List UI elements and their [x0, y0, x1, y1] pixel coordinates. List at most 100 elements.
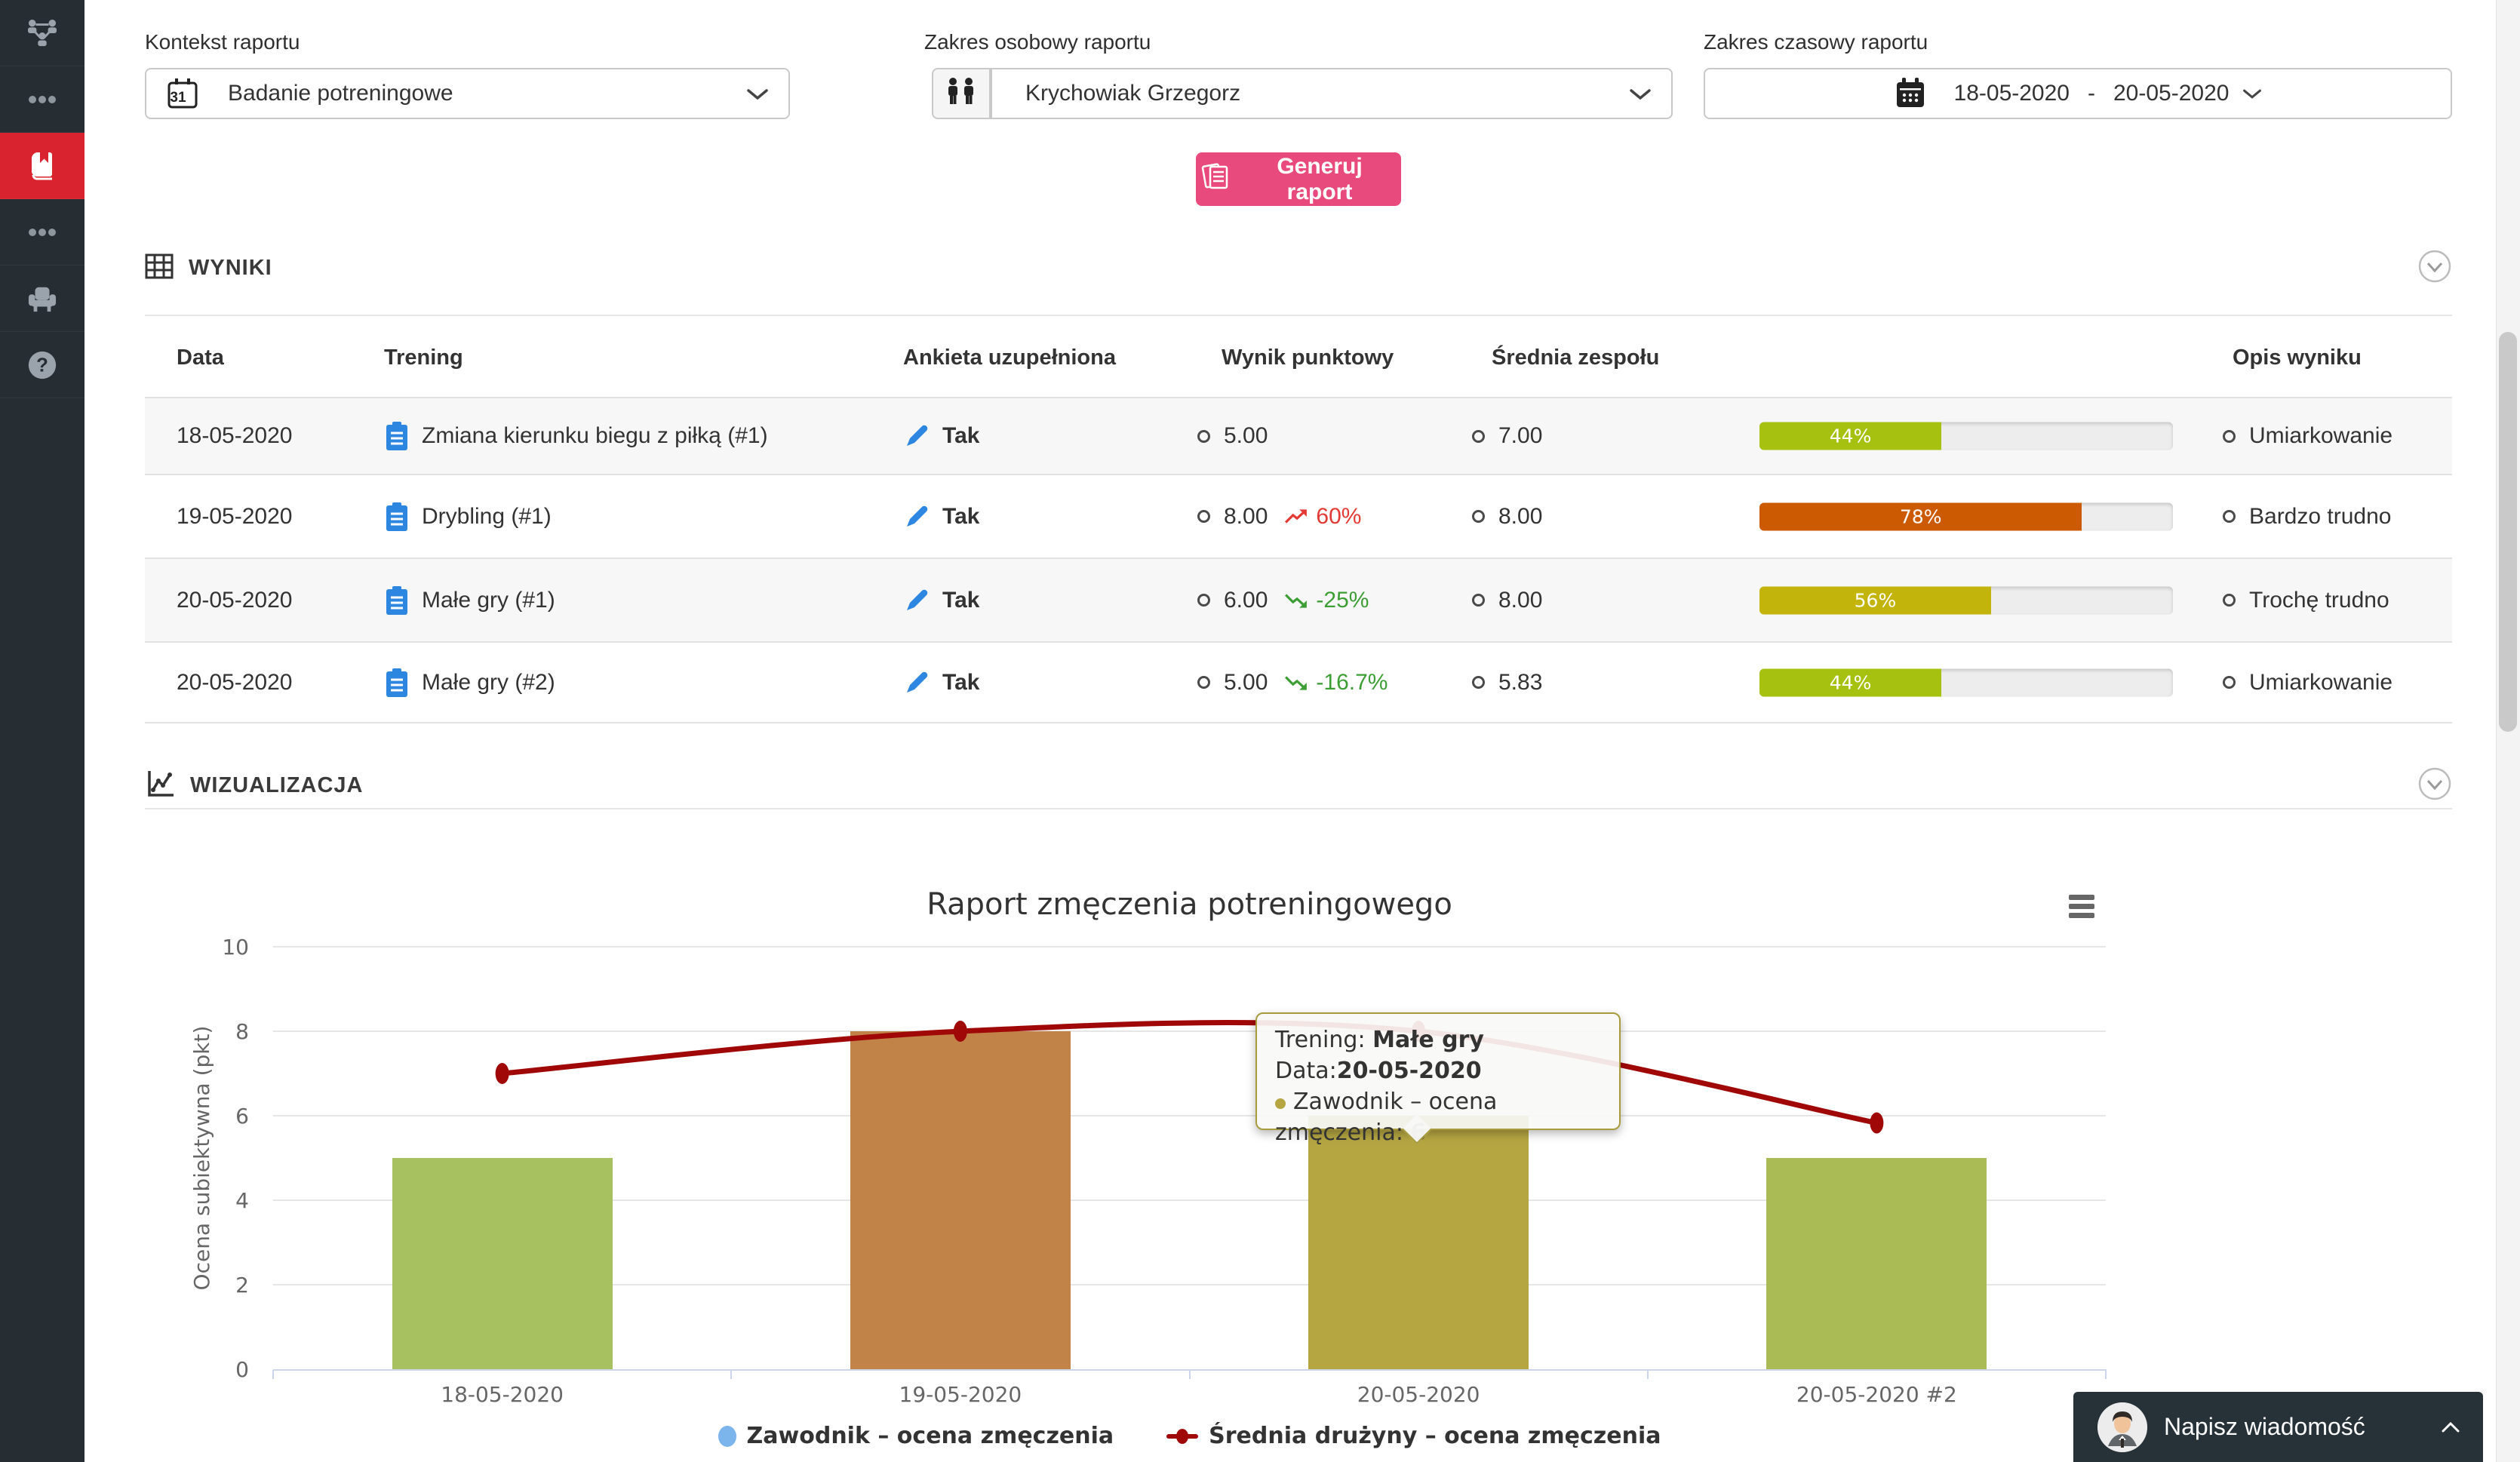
pencil-icon[interactable]	[903, 503, 930, 530]
sidebar-item-lounge[interactable]	[0, 266, 85, 332]
y-axis-title: Ocena subiektywna (pkt)	[189, 1025, 214, 1291]
generate-report-button[interactable]: Generuj raport	[1196, 152, 1401, 206]
people-icon	[944, 76, 979, 112]
context-select[interactable]: 31 Badanie potreningowe	[145, 68, 790, 119]
sidebar-item-structure[interactable]	[0, 0, 85, 66]
row-description: Umiarkowanie	[2223, 423, 2392, 449]
clipboard-icon	[384, 420, 410, 452]
pencil-icon[interactable]	[903, 422, 930, 450]
x-axis-label: 18-05-2020	[441, 1382, 564, 1407]
org-structure-icon	[26, 19, 58, 48]
legend-item-player[interactable]: Zawodnik – ocena zmęczenia	[718, 1423, 1114, 1449]
players-addon	[932, 68, 991, 119]
chart-title: Raport zmęczenia potreningowego	[927, 887, 1452, 922]
visualization-section-header: WIZUALIZACJA	[145, 766, 2452, 805]
table-row[interactable]: 19-05-2020 Drybling (#1) Tak 8.00 60% 8.…	[145, 474, 2452, 557]
gridline	[273, 1030, 2106, 1032]
row-date: 19-05-2020	[177, 503, 293, 529]
row-survey: Tak	[903, 422, 979, 450]
line-point-marker[interactable]	[495, 1063, 509, 1084]
person-select[interactable]: Krychowiak Grzegorz	[991, 68, 1673, 119]
table-row[interactable]: 18-05-2020 Zmiana kierunku biegu z piłką…	[145, 397, 2452, 474]
row-score: 8.00 60%	[1197, 504, 1361, 530]
chart-tooltip: Trening: Małe gry Data:20-05-2020 Zawodn…	[1255, 1012, 1621, 1146]
legend-item-team-average[interactable]: Średnia drużyny – ocena zmęczenia	[1166, 1423, 1661, 1449]
row-training: Małe gry (#1)	[384, 585, 555, 616]
chat-label: Napisz wiadomość	[2164, 1413, 2365, 1440]
column-header-opis: Opis wyniku	[2233, 346, 2362, 370]
results-section-header: WYNIKI	[145, 249, 2452, 287]
date-range-picker[interactable]: 18-05-2020 - 20-05-2020	[1704, 68, 2452, 119]
row-description: Umiarkowanie	[2223, 670, 2392, 696]
ellipsis-icon	[27, 94, 57, 105]
score-progress-fill: 44%	[1759, 668, 1942, 696]
person-select-value: Krychowiak Grzegorz	[1025, 81, 1241, 106]
book-icon	[26, 149, 59, 183]
clipboard-icon	[384, 667, 410, 699]
y-axis-tick-label: 6	[235, 1104, 249, 1129]
row-score: 6.00 -25%	[1197, 588, 1369, 613]
chart-legend: Zawodnik – ocena zmęczenia Średnia druży…	[273, 1423, 2106, 1449]
table-row[interactable]: 20-05-2020 Małe gry (#2) Tak 5.00 -16.7%…	[145, 641, 2452, 723]
row-description: Bardzo trudno	[2223, 504, 2391, 530]
row-score: 5.00	[1197, 423, 1268, 449]
y-axis-tick-label: 0	[235, 1357, 249, 1382]
legend-circle-marker	[718, 1425, 736, 1447]
chart-bar[interactable]	[392, 1158, 613, 1369]
sidebar-item-more-bottom[interactable]	[0, 199, 85, 266]
table-icon	[145, 253, 174, 284]
score-progress-fill: 56%	[1759, 586, 1991, 614]
chat-widget[interactable]: Napisz wiadomość	[2073, 1392, 2483, 1462]
visualization-section-title: WIZUALIZACJA	[190, 773, 364, 797]
table-row[interactable]: 20-05-2020 Małe gry (#1) Tak 6.00 -25% 8…	[145, 557, 2452, 641]
sidebar-item-help[interactable]: ?	[0, 332, 85, 398]
score-progress: 56%	[1759, 586, 2173, 614]
chart-bar[interactable]	[1308, 1116, 1529, 1369]
sidebar-item-more-top[interactable]	[0, 66, 85, 133]
row-training: Zmiana kierunku biegu z piłką (#1)	[384, 420, 768, 452]
y-axis-tick-label: 8	[235, 1019, 249, 1044]
chart-menu-icon[interactable]	[2069, 895, 2094, 922]
column-header-trening: Trening	[384, 346, 463, 370]
ellipsis-icon	[27, 227, 57, 238]
sidebar-item-reports[interactable]	[0, 133, 85, 199]
y-axis-tick-label: 2	[235, 1273, 249, 1298]
row-survey: Tak	[903, 669, 979, 696]
score-progress-fill: 44%	[1759, 422, 1942, 450]
person-filter-label: Zakres osobowy raportu	[924, 30, 1151, 54]
column-header-data: Data	[177, 346, 224, 370]
gridline	[273, 1199, 2106, 1201]
trend-indicator: -25%	[1284, 588, 1369, 613]
chevron-down-icon	[746, 81, 769, 106]
report-icon	[1200, 161, 1231, 198]
time-filter-label: Zakres czasowy raportu	[1704, 30, 1928, 54]
legend-line-marker	[1166, 1428, 1199, 1444]
collapse-visualization-button[interactable]	[2417, 766, 2452, 805]
x-axis-tick	[272, 1370, 274, 1379]
column-header-wynik: Wynik punktowy	[1222, 346, 1394, 370]
line-chart-icon	[145, 769, 175, 803]
scrollbar-thumb[interactable]	[2499, 332, 2517, 732]
calendar-icon	[1894, 77, 1927, 110]
pencil-icon[interactable]	[903, 587, 930, 614]
row-date: 18-05-2020	[177, 423, 293, 448]
row-team-average: 5.83	[1472, 670, 1542, 696]
x-axis-label: 20-05-2020	[1357, 1382, 1480, 1407]
score-progress: 44%	[1759, 668, 2173, 696]
score-progress: 44%	[1759, 422, 2173, 450]
chart-bar[interactable]	[1766, 1158, 1987, 1369]
row-date: 20-05-2020	[177, 587, 293, 613]
series-bullet	[1275, 1098, 1286, 1109]
row-team-average: 7.00	[1472, 423, 1542, 449]
row-description: Trochę trudno	[2223, 588, 2389, 613]
date-from: 18-05-2020	[1953, 81, 2070, 106]
row-score: 5.00 -16.7%	[1197, 670, 1388, 696]
chart-bar[interactable]	[850, 1031, 1071, 1369]
svg-text:?: ?	[36, 355, 48, 376]
clipboard-icon	[384, 501, 410, 533]
collapse-results-button[interactable]	[2417, 249, 2452, 287]
trend-indicator: -16.7%	[1284, 670, 1388, 696]
row-team-average: 8.00	[1472, 588, 1542, 613]
pencil-icon[interactable]	[903, 669, 930, 696]
